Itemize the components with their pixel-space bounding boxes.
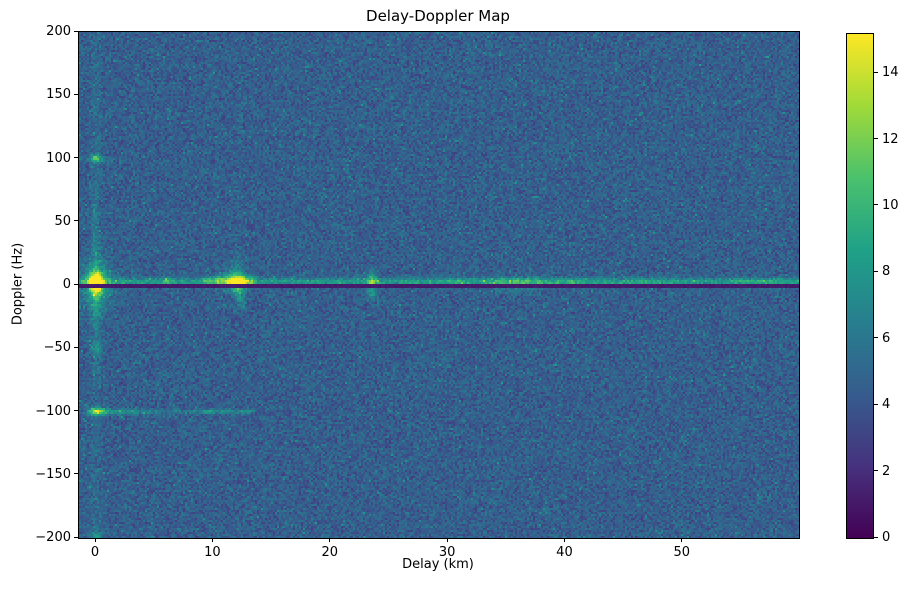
x-tick-label: 30 [438,545,456,560]
y-tick-label: −150 [35,466,71,482]
x-tick-label: 0 [90,545,100,560]
y-tick-label: 50 [54,213,71,229]
colorbar-tick-mark [874,71,878,73]
x-tick-label: 20 [321,545,338,560]
colorbar-tick-mark [874,204,878,206]
x-tick-mark [329,538,331,542]
y-tick-mark [74,410,78,411]
y-axis-label: Doppler (Hz) [10,242,26,326]
y-tick-label: 150 [46,87,71,103]
colorbar-tick-mark [874,270,878,272]
colorbar-tick-label: 12 [882,131,899,147]
y-tick-mark [74,283,78,285]
colorbar-tick-label: 8 [882,264,891,280]
colorbar-tick-label: 14 [882,65,899,81]
plot-title: Delay-Doppler Map [366,7,510,25]
colorbar-tick-mark [874,337,878,339]
y-tick-label: −100 [35,403,71,419]
y-tick-mark [74,536,78,538]
y-tick-label: 0 [62,277,71,292]
y-tick-mark [74,220,78,222]
colorbar-tick-label: 0 [882,530,891,545]
heatmap-canvas [79,32,799,538]
x-tick-mark [94,538,96,542]
x-axis-label: Delay (km) [402,557,474,572]
x-tick-mark [681,538,683,542]
x-tick-label: 10 [204,545,221,560]
colorbar-tick-label: 4 [882,397,891,413]
y-tick-mark [74,93,78,95]
colorbar-tick-mark [874,138,878,140]
colorbar-tick-label: 6 [882,330,891,346]
colorbar [846,33,874,539]
colorbar-tick-mark [874,470,878,472]
colorbar-tick-label: 2 [882,463,891,479]
colorbar-tick-label: 10 [882,197,899,213]
heatmap-plot-area [78,31,800,539]
colorbar-tick-mark [874,536,878,538]
y-tick-label: −200 [35,530,71,545]
x-tick-mark [446,538,448,542]
y-tick-mark [74,346,78,348]
y-tick-label: 200 [46,24,71,39]
y-tick-label: 100 [46,150,71,166]
x-tick-mark [563,538,565,542]
colorbar-tick-mark [874,403,878,405]
x-tick-mark [211,538,213,542]
y-tick-label: −50 [43,340,71,356]
x-tick-label: 40 [556,545,573,560]
y-tick-mark [74,473,78,475]
x-tick-label: 50 [673,545,691,560]
y-tick-mark [74,157,78,158]
y-tick-mark [74,30,78,32]
